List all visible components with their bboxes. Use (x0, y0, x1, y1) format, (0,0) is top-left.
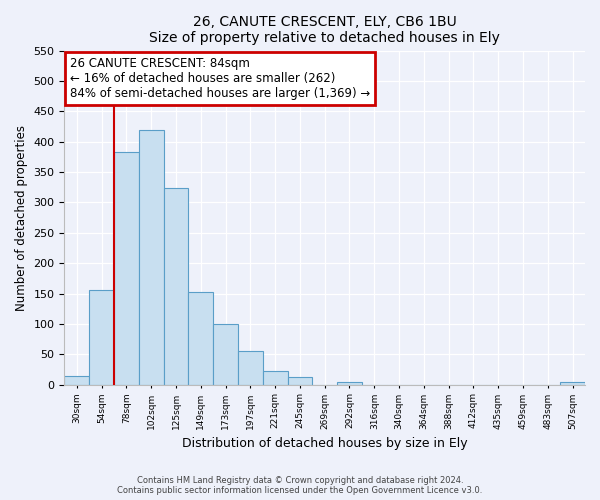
Bar (114, 152, 139, 384)
Bar (213, 324, 238, 384)
Y-axis label: Number of detached properties: Number of detached properties (15, 124, 28, 310)
Bar (287, 377, 313, 384)
Bar (139, 130, 164, 384)
Bar (89, 290, 114, 384)
Bar (560, 382, 585, 384)
Bar (64, 376, 89, 384)
Text: Contains HM Land Registry data © Crown copyright and database right 2024.
Contai: Contains HM Land Registry data © Crown c… (118, 476, 482, 495)
Bar (188, 292, 213, 384)
Bar (164, 188, 188, 384)
Bar (263, 372, 287, 384)
Text: 26 CANUTE CRESCENT: 84sqm
← 16% of detached houses are smaller (262)
84% of semi: 26 CANUTE CRESCENT: 84sqm ← 16% of detac… (70, 57, 370, 100)
Title: 26, CANUTE CRESCENT, ELY, CB6 1BU
Size of property relative to detached houses i: 26, CANUTE CRESCENT, ELY, CB6 1BU Size o… (149, 15, 500, 45)
Bar (337, 382, 362, 384)
X-axis label: Distribution of detached houses by size in Ely: Distribution of detached houses by size … (182, 437, 467, 450)
Bar (238, 351, 263, 384)
